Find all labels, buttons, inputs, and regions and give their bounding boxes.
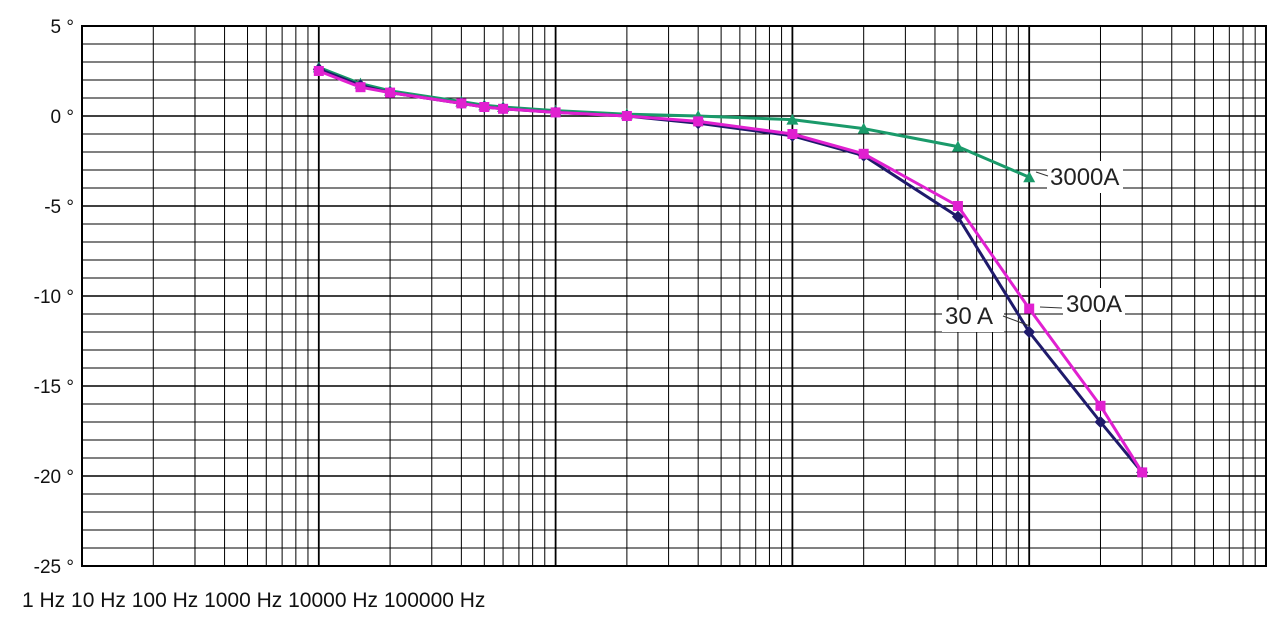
series-label-leader xyxy=(1002,315,1031,327)
grid xyxy=(81,25,1267,567)
data-point-marker xyxy=(550,107,561,118)
series-labels: 30 A 300A 3000A xyxy=(942,161,1125,332)
data-point-marker xyxy=(951,210,964,223)
data-point-marker xyxy=(1023,171,1036,183)
data-point-marker xyxy=(786,113,799,125)
data-point-marker xyxy=(498,103,509,114)
series-label-background xyxy=(942,300,1004,332)
y-tick-label: -10 ° xyxy=(34,287,74,308)
data-point-marker xyxy=(787,129,798,139)
data-point-marker xyxy=(313,66,324,76)
y-tick-label: -25 ° xyxy=(34,557,74,578)
series-line xyxy=(318,66,1030,179)
data-point-marker xyxy=(1094,416,1107,428)
x-axis-tick-labels: 1 Hz 10 Hz 100 Hz 1000 Hz 10000 Hz 10000… xyxy=(22,589,486,612)
series-label-background xyxy=(1063,288,1125,320)
data-point-marker xyxy=(355,82,366,93)
y-axis-tick-labels: 5 ° 0 ° -5 ° -10 ° -15 ° -20 ° -25 ° xyxy=(34,17,74,578)
data-point-marker xyxy=(693,116,704,127)
data-point-marker xyxy=(857,122,870,134)
series-label: 3000A xyxy=(1050,164,1119,191)
series-label: 300A xyxy=(1066,291,1122,318)
data-point-marker xyxy=(456,98,467,109)
y-tick-label: -5 ° xyxy=(44,197,74,218)
data-point-marker xyxy=(621,111,632,121)
series-label-background xyxy=(1047,161,1123,193)
data-point-marker xyxy=(1023,326,1036,338)
series-label-leader xyxy=(1039,306,1063,309)
y-tick-label: 0 ° xyxy=(51,107,74,128)
data-point-marker xyxy=(1137,467,1148,478)
series-label: 30 A xyxy=(945,303,993,330)
data-point-marker xyxy=(1095,400,1106,411)
data-point-marker xyxy=(952,201,963,211)
data-point-marker xyxy=(858,148,869,159)
data-point-marker xyxy=(479,102,490,112)
data-point-marker xyxy=(385,87,396,98)
data-point-marker xyxy=(1024,303,1035,314)
y-tick-label: -15 ° xyxy=(34,377,74,398)
series-lines xyxy=(312,61,1149,479)
y-tick-label: -20 ° xyxy=(34,467,74,488)
y-tick-label: 5 ° xyxy=(51,17,74,38)
data-point-marker xyxy=(951,140,964,152)
series-label-leader xyxy=(1035,171,1049,177)
